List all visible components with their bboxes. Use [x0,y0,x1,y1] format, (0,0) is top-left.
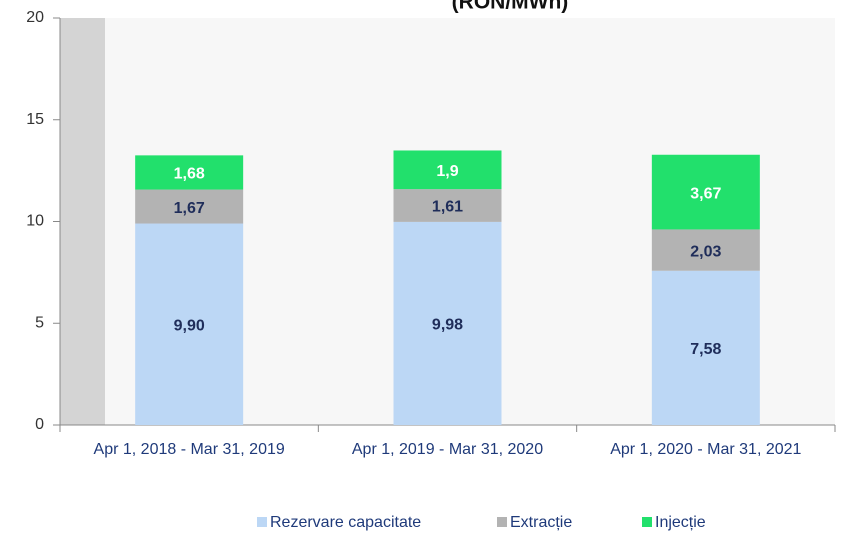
value-label: 3,67 [690,185,721,202]
chart-title: (RON/MWh) [452,0,569,14]
value-label: 1,9 [436,163,458,180]
value-label: 1,67 [174,200,205,217]
y-tick-label: 5 [35,314,44,331]
y-tick-label: 0 [35,416,44,433]
value-label: 1,68 [174,166,205,183]
legend-label: Injecție [655,514,706,531]
legend-swatch [257,517,267,527]
legend-swatch [497,517,507,527]
y-tick-label: 20 [26,9,44,26]
x-tick-label: Apr 1, 2018 - Mar 31, 2019 [93,441,285,458]
value-label: 1,61 [432,199,463,216]
value-label: 9,90 [174,317,205,334]
value-label: 2,03 [690,243,721,260]
bar-segment [135,155,244,190]
y-tick-label: 15 [26,111,44,128]
bar-segment [651,229,760,271]
x-tick-label: Apr 1, 2019 - Mar 31, 2020 [351,441,544,458]
y-tick-label: 10 [26,213,44,230]
legend-label: Extracție [510,514,572,531]
value-label: 7,58 [690,341,721,358]
bar-segment [135,189,244,224]
bar-segment [651,154,760,230]
bar-segment [135,223,244,425]
legend-swatch [642,517,652,527]
x-tick-label: Apr 1, 2020 - Mar 31, 2021 [610,441,802,458]
bar-segment [393,150,502,190]
plot-wall [60,18,105,425]
bar-segment [651,270,760,425]
legend-label: Rezervare capacitate [270,514,421,531]
bar-segment [393,189,502,222]
value-label: 9,98 [432,317,463,334]
bar-segment [393,221,502,425]
